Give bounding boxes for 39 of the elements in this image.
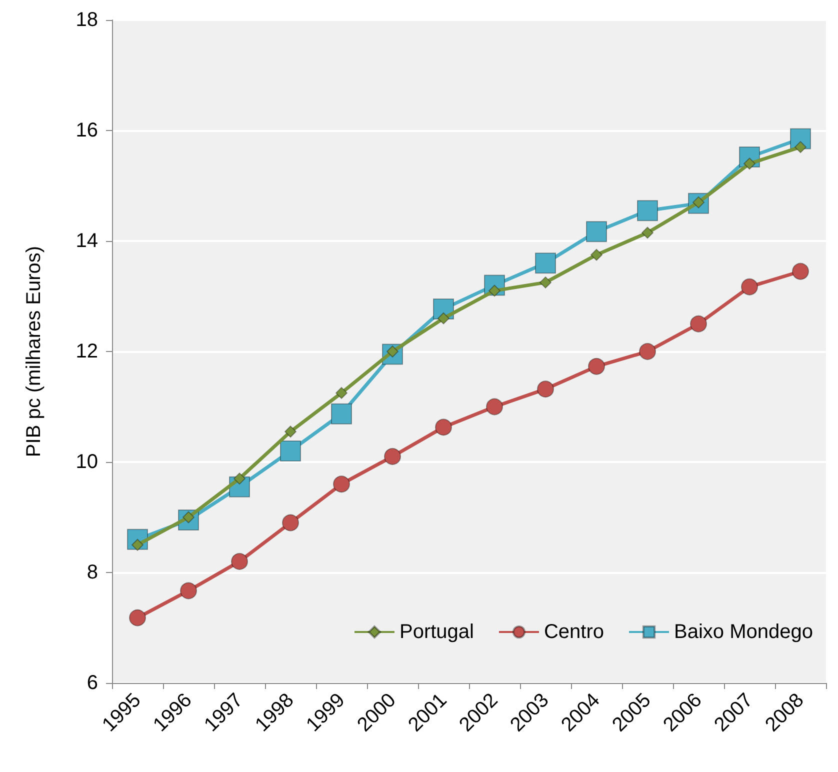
point bbox=[231, 552, 248, 570]
y-tick-label: 14 bbox=[76, 230, 98, 252]
legend-label: Baixo Mondego bbox=[674, 621, 813, 643]
point bbox=[486, 398, 503, 416]
point bbox=[282, 514, 299, 532]
point bbox=[588, 358, 605, 375]
point bbox=[384, 448, 401, 465]
point bbox=[535, 252, 556, 274]
point bbox=[129, 609, 146, 626]
point bbox=[637, 200, 658, 222]
point bbox=[333, 476, 350, 493]
point bbox=[586, 221, 607, 242]
legend-label: Centro bbox=[544, 621, 604, 643]
point bbox=[336, 386, 348, 399]
point bbox=[435, 418, 452, 436]
point bbox=[331, 403, 352, 424]
point bbox=[639, 343, 656, 360]
point bbox=[438, 312, 450, 324]
point bbox=[537, 380, 554, 398]
y-tick-label: 6 bbox=[86, 672, 98, 694]
y-tick-label: 18 bbox=[76, 9, 98, 31]
point bbox=[741, 278, 758, 296]
point bbox=[180, 582, 197, 600]
point bbox=[690, 315, 707, 332]
point bbox=[540, 276, 552, 288]
y-tick-label: 12 bbox=[76, 340, 98, 362]
point bbox=[284, 426, 296, 438]
point bbox=[234, 472, 246, 485]
y-tick-label: 8 bbox=[86, 562, 98, 584]
point bbox=[792, 262, 809, 280]
legend-label: Portugal bbox=[399, 621, 474, 643]
y-axis-title: PIB pc (milhares Euros) bbox=[23, 246, 45, 458]
y-tick-label: 16 bbox=[76, 120, 98, 142]
point bbox=[642, 226, 654, 239]
point bbox=[744, 158, 756, 170]
point bbox=[794, 141, 806, 154]
point bbox=[280, 440, 301, 462]
point bbox=[590, 248, 602, 261]
y-tick-label: 10 bbox=[76, 451, 98, 473]
